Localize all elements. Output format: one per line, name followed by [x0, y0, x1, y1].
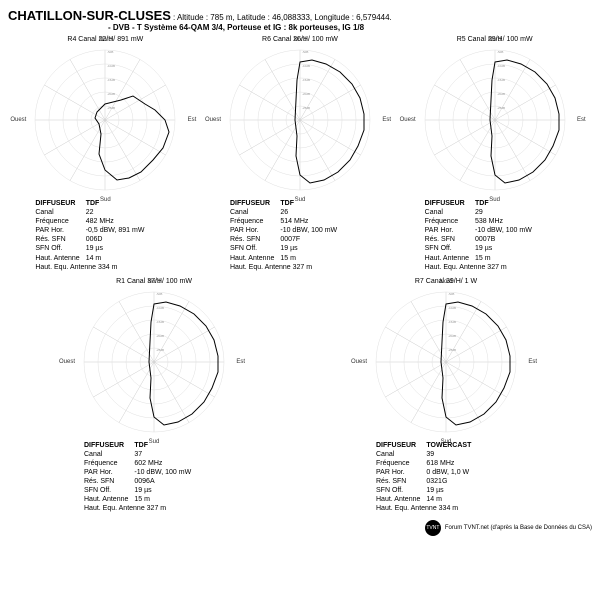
compass-n: Nord: [293, 37, 306, 43]
info-table: DIFFUSEURTOWERCAST Canal39 Fréquence618 …: [376, 441, 536, 514]
panel-4: R7 Canal 39/H/ 1 W -5dB-10dB-15dB-20dB-2…: [356, 278, 536, 514]
svg-text:-5dB: -5dB: [156, 292, 162, 296]
compass-n: Nord: [488, 37, 501, 43]
svg-text:-25dB: -25dB: [497, 106, 505, 110]
compass-s: Sud: [295, 197, 306, 203]
info-table: DIFFUSEURTDF Canal37 Fréquence602 MHz PA…: [84, 441, 244, 514]
logo-icon: TVNT: [425, 520, 441, 536]
page-meta: : Altitude : 785 m, Latitude : 46,088333…: [173, 13, 392, 22]
compass-n: Nord: [439, 279, 452, 285]
svg-text:-25dB: -25dB: [107, 106, 115, 110]
row-2: R1 Canal 37/H/ 100 mW -5dB-10dB-15dB-20d…: [8, 278, 592, 514]
polar-chart: -5dB-10dB-15dB-20dB-25dB Nord Sud Est Ou…: [79, 287, 229, 437]
compass-s: Sud: [149, 439, 160, 445]
header: CHATILLON-SUR-CLUSES : Altitude : 785 m,…: [8, 8, 592, 32]
compass-w: Ouest: [59, 359, 75, 365]
svg-text:-15dB: -15dB: [497, 78, 505, 82]
polar-chart: -5dB-10dB-15dB-20dB-25dB Nord Sud Est Ou…: [420, 45, 570, 195]
svg-text:-20dB: -20dB: [302, 92, 310, 96]
svg-text:-25dB: -25dB: [302, 106, 310, 110]
footer-text: Forum TVNT.net (d'après la Base de Donné…: [445, 525, 592, 531]
svg-text:-10dB: -10dB: [156, 306, 164, 310]
svg-text:-20dB: -20dB: [107, 92, 115, 96]
panel-0: R4 Canal 22/H/ 891 mW -5dB-10dB-15dB-20d…: [15, 36, 195, 272]
svg-text:-10dB: -10dB: [302, 64, 310, 68]
svg-text:-15dB: -15dB: [156, 320, 164, 324]
svg-text:-5dB: -5dB: [448, 292, 454, 296]
svg-text:-20dB: -20dB: [156, 334, 164, 338]
svg-text:-20dB: -20dB: [497, 92, 505, 96]
compass-s: Sud: [489, 197, 500, 203]
svg-text:-25dB: -25dB: [156, 348, 164, 352]
polar-chart: -5dB-10dB-15dB-20dB-25dB Nord Sud Est Ou…: [225, 45, 375, 195]
page-system: - DVB - T Système 64-QAM 3/4, Porteuse e…: [108, 23, 592, 32]
svg-text:-15dB: -15dB: [448, 320, 456, 324]
compass-e: Est: [236, 359, 245, 365]
svg-text:-10dB: -10dB: [497, 64, 505, 68]
info-table: DIFFUSEURTDF Canal29 Fréquence538 MHz PA…: [425, 199, 585, 272]
panel-2: R5 Canal 29/H/ 100 mW -5dB-10dB-15dB-20d…: [405, 36, 585, 272]
svg-text:-5dB: -5dB: [497, 50, 503, 54]
compass-e: Est: [188, 117, 197, 123]
svg-text:-10dB: -10dB: [107, 64, 115, 68]
info-table: DIFFUSEURTDF Canal26 Fréquence514 MHz PA…: [230, 199, 390, 272]
compass-w: Ouest: [10, 117, 26, 123]
compass-n: Nord: [99, 37, 112, 43]
compass-w: Ouest: [351, 359, 367, 365]
compass-s: Sud: [100, 197, 111, 203]
svg-text:-25dB: -25dB: [448, 348, 456, 352]
page-title: CHATILLON-SUR-CLUSES: [8, 8, 171, 23]
compass-s: Sud: [441, 439, 452, 445]
compass-e: Est: [577, 117, 586, 123]
polar-chart: -5dB-10dB-15dB-20dB-25dB Nord Sud Est Ou…: [371, 287, 521, 437]
svg-text:-20dB: -20dB: [448, 334, 456, 338]
svg-text:-15dB: -15dB: [302, 78, 310, 82]
polar-chart: -5dB-10dB-15dB-20dB-25dB Nord Sud Est Ou…: [30, 45, 180, 195]
info-table: DIFFUSEURTDF Canal22 Fréquence482 MHz PA…: [35, 199, 195, 272]
compass-w: Ouest: [205, 117, 221, 123]
compass-e: Est: [528, 359, 537, 365]
svg-text:-15dB: -15dB: [107, 78, 115, 82]
compass-n: Nord: [147, 279, 160, 285]
svg-text:-5dB: -5dB: [302, 50, 308, 54]
footer: TVNT Forum TVNT.net (d'après la Base de …: [8, 520, 592, 536]
panel-1: R6 Canal 26/H/ 100 mW -5dB-10dB-15dB-20d…: [210, 36, 390, 272]
row-1: R4 Canal 22/H/ 891 mW -5dB-10dB-15dB-20d…: [8, 36, 592, 272]
svg-text:-10dB: -10dB: [448, 306, 456, 310]
svg-text:-5dB: -5dB: [107, 50, 113, 54]
compass-e: Est: [382, 117, 391, 123]
compass-w: Ouest: [400, 117, 416, 123]
panel-3: R1 Canal 37/H/ 100 mW -5dB-10dB-15dB-20d…: [64, 278, 244, 514]
